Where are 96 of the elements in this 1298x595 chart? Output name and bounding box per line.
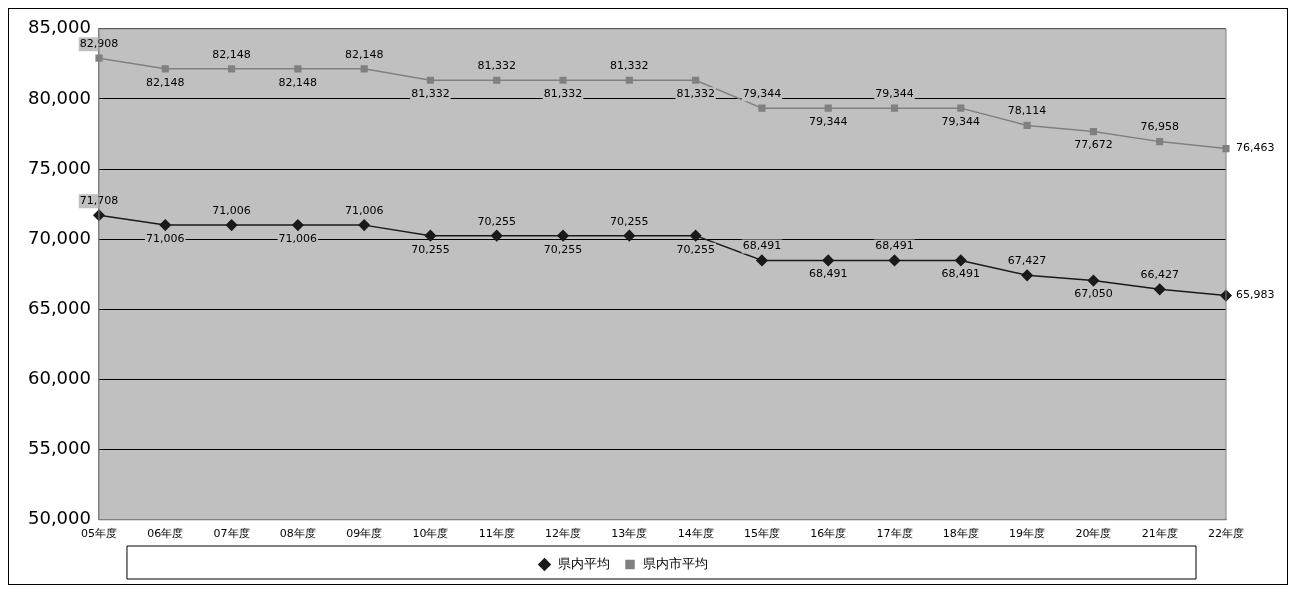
point <box>493 76 501 84</box>
data-label: 67,050 <box>1074 287 1113 301</box>
data-label: 78,114 <box>1007 104 1047 118</box>
data-label: 70,255 <box>676 242 715 256</box>
data-label: 71,006 <box>344 203 384 217</box>
point <box>756 254 768 267</box>
point <box>625 76 633 84</box>
point <box>689 229 702 242</box>
data-label: 66,427 <box>1140 268 1179 282</box>
point <box>957 104 965 112</box>
y-tick-label: 75,000 <box>28 156 91 178</box>
point <box>227 65 236 73</box>
point <box>1089 128 1097 136</box>
data-label: 70,255 <box>411 242 450 256</box>
data-label: 79,344 <box>875 87 914 100</box>
point <box>424 229 437 242</box>
point <box>358 219 370 231</box>
x-tick-label: 14年度 <box>677 527 714 541</box>
point <box>559 76 567 84</box>
x-tick-label: 07年度 <box>213 527 250 541</box>
point <box>225 219 238 231</box>
data-label: 79,344 <box>742 87 782 100</box>
point <box>292 219 304 231</box>
point <box>1156 138 1164 146</box>
data-label: 70,255 <box>543 242 583 256</box>
y-tick-label: 65,000 <box>28 297 91 319</box>
data-label: 82,908 <box>79 37 119 51</box>
point <box>161 65 169 73</box>
legend-label: 県内市平均 <box>643 555 708 571</box>
y-tick-label: 70,000 <box>28 226 91 248</box>
data-label: 71,708 <box>79 194 119 208</box>
x-tick-label: 16年度 <box>810 527 847 541</box>
point <box>1021 269 1033 282</box>
point <box>1153 283 1166 296</box>
x-tick-label: 21年度 <box>1141 527 1178 541</box>
data-label: 81,332 <box>543 87 583 101</box>
data-label: 82,148 <box>278 75 318 89</box>
point <box>692 76 700 84</box>
x-tick-label: 05年度 <box>80 527 117 541</box>
point <box>1023 121 1031 129</box>
data-label: 76,463 <box>1235 141 1275 155</box>
point <box>888 254 901 267</box>
data-label: 81,332 <box>411 87 450 101</box>
x-tick-label: 08年度 <box>279 527 316 541</box>
data-label: 65,983 <box>1235 288 1275 302</box>
point <box>822 254 834 267</box>
y-tick-label: 80,000 <box>28 86 91 108</box>
x-tick-label: 20年度 <box>1075 527 1112 541</box>
y-tick-label: 60,000 <box>28 367 91 389</box>
y-tick-label: 85,000 <box>28 16 91 38</box>
data-label: 82,148 <box>344 47 384 61</box>
point <box>955 254 967 267</box>
x-tick-label: 17年度 <box>876 527 913 541</box>
data-label: 68,491 <box>941 267 981 281</box>
y-tick-label: 50,000 <box>28 507 91 529</box>
data-label: 71,006 <box>278 231 318 245</box>
data-label: 82,148 <box>212 47 251 61</box>
x-tick-label: 18年度 <box>942 527 979 541</box>
point <box>824 104 832 112</box>
data-label: 79,344 <box>941 115 981 128</box>
data-label: 77,672 <box>1074 138 1113 152</box>
point <box>758 104 766 112</box>
data-label: 81,332 <box>610 59 649 73</box>
x-tick-label: 19年度 <box>1009 527 1046 541</box>
data-label: 79,344 <box>808 115 848 128</box>
x-tick-label: 12年度 <box>545 527 582 541</box>
data-label: 70,255 <box>477 214 516 228</box>
data-label: 81,332 <box>477 59 516 73</box>
point <box>426 76 435 84</box>
point <box>491 229 503 242</box>
data-label: 81,332 <box>676 87 715 101</box>
point <box>294 65 302 73</box>
data-label: 68,491 <box>742 239 782 253</box>
data-label: 67,427 <box>1007 254 1047 268</box>
x-tick-label: 22年度 <box>1208 527 1244 541</box>
x-tick-label: 11年度 <box>478 527 515 541</box>
point <box>360 65 368 73</box>
point <box>1087 274 1100 287</box>
point <box>623 229 636 242</box>
point <box>159 219 172 231</box>
data-label: 76,958 <box>1140 120 1179 134</box>
data-label: 68,491 <box>875 239 914 253</box>
point <box>557 229 569 242</box>
x-tick-label: 15年度 <box>743 527 780 541</box>
point <box>890 104 899 112</box>
x-tick-label: 09年度 <box>346 527 383 541</box>
data-label: 82,148 <box>146 75 185 89</box>
data-label: 70,255 <box>610 214 649 228</box>
x-tick-label: 13年度 <box>611 527 648 541</box>
data-label: 68,491 <box>808 267 848 281</box>
legend-label: 県内平均 <box>557 555 610 571</box>
y-tick-label: 55,000 <box>28 437 91 459</box>
data-label: 71,006 <box>146 231 185 245</box>
x-tick-label: 06年度 <box>147 527 184 541</box>
x-tick-label: 10年度 <box>412 527 449 541</box>
data-label: 71,006 <box>212 203 251 217</box>
